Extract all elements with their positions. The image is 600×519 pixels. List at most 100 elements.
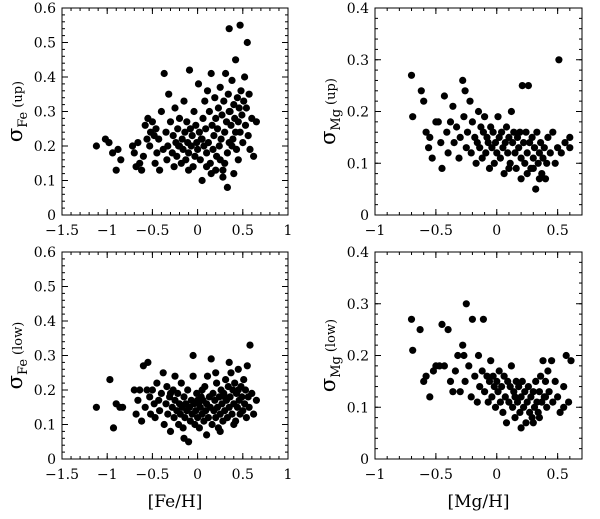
data-point (461, 377, 469, 385)
data-point (539, 154, 547, 162)
data-point (546, 149, 554, 157)
data-point (219, 166, 227, 174)
data-point (484, 398, 492, 406)
data-point (440, 92, 448, 100)
data-point (230, 420, 238, 429)
data-point (213, 125, 222, 133)
y-tick-label: 0.6 (34, 245, 56, 261)
data-point (501, 139, 509, 147)
panel-fe-low: −1.5 −1 −0.5 0 0.5 1 0 0.1 0.2 0.3 0.4 0.5 0.6 σFe (lo… (3, 245, 292, 512)
data-point (222, 69, 230, 78)
data-point (225, 25, 233, 33)
y-tick-label: 0.1 (34, 418, 56, 434)
data-point (466, 97, 474, 105)
data-point (505, 398, 513, 406)
data-point (143, 386, 151, 394)
data-point (485, 164, 494, 172)
data-point (166, 118, 175, 126)
data-point (155, 396, 163, 404)
data-point (543, 403, 551, 411)
x-tick-label: −0.5 (419, 223, 453, 239)
y-tick-label: 0.5 (34, 280, 56, 296)
data-point (136, 386, 144, 394)
data-point (488, 144, 496, 152)
y-tick-label: 0.2 (34, 383, 56, 399)
data-point (241, 121, 250, 129)
scatter-points (407, 300, 575, 432)
scatter-points (92, 341, 260, 446)
data-point (187, 142, 195, 150)
data-point (459, 341, 467, 349)
data-point (496, 398, 504, 406)
scatter-points (407, 56, 574, 193)
y-axis-label-subscript: Mg (329, 356, 344, 378)
data-point (252, 118, 260, 126)
data-point (208, 420, 216, 429)
data-point (169, 132, 177, 140)
data-point (92, 403, 100, 411)
data-point (506, 383, 514, 391)
data-point (505, 164, 513, 172)
data-point (174, 125, 182, 133)
data-point (180, 97, 188, 105)
y-tick-label: 0.2 (34, 139, 56, 155)
data-point (485, 377, 494, 385)
x-tick-label: −1.5 (45, 223, 79, 239)
data-point (203, 149, 211, 157)
data-point (228, 76, 236, 84)
data-point (128, 142, 137, 150)
data-point (416, 326, 424, 334)
panel-fe-up: −1.5 −1 −0.5 0 0.5 1 0 0.1 0.2 0.3 0.4 0.5 0.6 σFe (up… (3, 1, 292, 239)
data-point (143, 135, 151, 143)
data-point (196, 403, 204, 411)
data-point (134, 396, 142, 404)
data-point (190, 107, 198, 116)
data-point (138, 417, 146, 425)
data-point (482, 149, 490, 157)
x-tick-label: −0.5 (135, 223, 169, 239)
data-point (144, 358, 152, 366)
data-point (240, 97, 248, 105)
data-point (209, 145, 217, 153)
data-point (491, 139, 500, 147)
data-point (180, 393, 188, 401)
data-point (227, 121, 235, 129)
scatter-points (92, 21, 260, 191)
data-point (182, 156, 190, 164)
y-tick-label: 0.3 (34, 349, 56, 365)
data-point (456, 388, 464, 396)
data-point (245, 90, 253, 98)
data-point (230, 170, 238, 178)
data-point (186, 125, 194, 133)
data-point (484, 139, 492, 147)
data-point (554, 144, 562, 152)
data-point (487, 357, 495, 365)
data-point (130, 149, 138, 157)
x-tick-label: 0 (193, 467, 202, 483)
data-point (479, 128, 487, 136)
data-point (189, 372, 197, 380)
data-point (218, 111, 226, 119)
data-point (194, 145, 202, 153)
data-point (209, 389, 217, 397)
y-tick-label: 0 (47, 452, 56, 468)
data-point (214, 104, 222, 112)
data-point (499, 408, 507, 416)
x-tick-label: −1 (365, 467, 386, 483)
y-axis-label-symbol: σ (3, 128, 27, 142)
data-point (227, 369, 235, 377)
data-point (462, 144, 470, 152)
data-point (515, 144, 523, 152)
y-tick-label: 0 (360, 452, 369, 468)
data-point (456, 133, 464, 141)
data-point (489, 128, 497, 136)
x-tick-label: −1 (97, 223, 118, 239)
data-point (208, 121, 216, 129)
data-point (243, 38, 251, 47)
data-point (223, 149, 231, 157)
x-tick-label: 1 (284, 467, 293, 483)
data-point (160, 420, 168, 429)
data-point (518, 377, 526, 385)
data-point (444, 326, 452, 334)
data-point (567, 357, 575, 365)
